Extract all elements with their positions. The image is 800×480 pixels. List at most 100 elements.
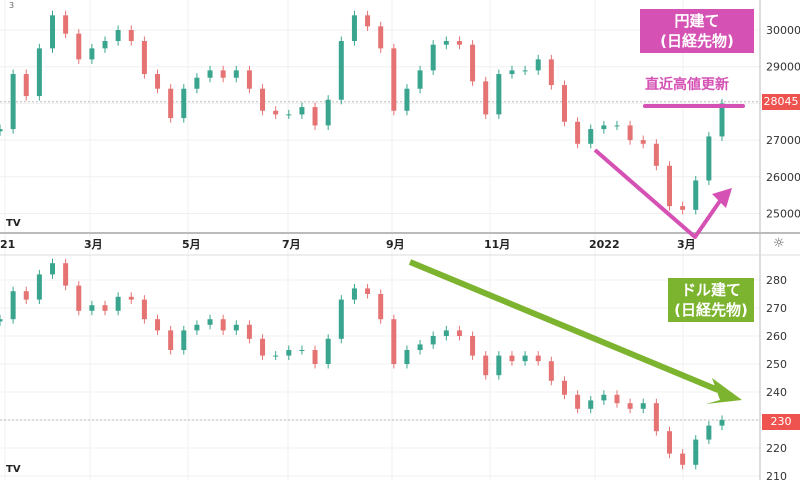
x-tick-label: 5月: [182, 238, 201, 251]
y-tick-label: 210: [766, 470, 787, 480]
candle-body: [246, 70, 252, 89]
candle-body: [260, 338, 266, 356]
candle-body: [443, 330, 449, 336]
x-tick-label: 3月: [84, 238, 103, 251]
y-tick-label: 27000: [766, 134, 800, 147]
candle-body: [312, 107, 318, 126]
candle-body: [338, 299, 344, 339]
candle-body: [115, 296, 121, 311]
candle-body: [666, 165, 672, 207]
candle-body: [63, 263, 69, 286]
candle-body: [561, 380, 567, 395]
candle-body: [640, 403, 646, 409]
candle-body: [680, 453, 686, 465]
candle-body: [23, 74, 29, 97]
x-tick-label: 11月: [484, 238, 510, 251]
yen-last-price-label: 28045: [762, 94, 800, 110]
y-tick-label: 29000: [766, 61, 800, 74]
y-tick-label: 270: [766, 302, 787, 315]
settings-gear-icon[interactable]: ☼: [773, 236, 785, 251]
candle-body: [36, 274, 42, 300]
candle-body: [575, 394, 581, 409]
candle-body: [299, 107, 305, 115]
candle-body: [666, 431, 672, 454]
candle-body: [233, 70, 239, 78]
candle-body: [181, 88, 187, 119]
candle-body: [470, 44, 476, 82]
candle-body: [430, 336, 436, 345]
downtrend-arrow: [408, 259, 720, 393]
v-arrow-head: [712, 188, 732, 208]
annotations: [408, 104, 745, 404]
grid: [0, 0, 760, 480]
candle-body: [404, 350, 410, 364]
top-left-marker: 3: [9, 1, 15, 10]
candle-body: [168, 330, 174, 350]
candles: [0, 10, 725, 470]
candle-body: [299, 350, 305, 351]
candle-body: [141, 41, 147, 75]
y-tick-label: 280: [766, 274, 787, 287]
candle-body: [680, 206, 686, 210]
candle-body: [286, 114, 292, 116]
candle-body: [115, 30, 121, 42]
recent-high-note: 直近高値更新: [645, 77, 729, 93]
candle-body: [693, 180, 699, 210]
candle-body: [653, 143, 659, 166]
candle-body: [653, 403, 659, 432]
candle-body: [141, 299, 147, 320]
candle-body: [365, 15, 371, 27]
usd-label-box: ドル建て (日経先物): [668, 278, 754, 322]
candle-body: [719, 103, 725, 137]
candle-body: [483, 355, 489, 376]
downtrend-arrow-head: [706, 378, 742, 404]
candle-body: [194, 324, 200, 331]
candle-body: [575, 121, 581, 144]
tradingview-logo-top: TV: [6, 218, 21, 229]
candle-body: [10, 74, 16, 130]
candle-body: [561, 85, 567, 122]
candle-body: [351, 15, 357, 42]
candle-body: [128, 30, 134, 42]
candle-body: [693, 439, 699, 465]
candle-body: [63, 15, 69, 34]
candle-body: [706, 425, 712, 440]
candle-body: [614, 394, 620, 404]
candle-body: [338, 41, 344, 100]
x-tick-label: 7月: [282, 238, 301, 251]
candle-body: [627, 125, 633, 141]
candle-body: [417, 344, 423, 350]
candle-body: [181, 330, 187, 350]
candle-body: [76, 285, 82, 311]
usd-last-price-label: 230: [762, 414, 800, 430]
candle-body: [430, 44, 436, 71]
candle-body: [601, 394, 607, 401]
candle-body: [535, 59, 541, 71]
yen-label-box: 円建て (日経先物): [640, 9, 754, 53]
candle-body: [89, 48, 95, 60]
candle-body: [535, 355, 541, 362]
candle-body: [207, 319, 213, 325]
candle-body: [220, 319, 226, 331]
tradingview-logo-bottom: TV: [6, 464, 21, 475]
y-tick-label: 26000: [766, 171, 800, 184]
y-tick-label: 30000: [766, 24, 800, 37]
x-tick-label: 2022: [589, 238, 620, 251]
candle-body: [496, 355, 502, 376]
candle-body: [128, 296, 134, 300]
y-tick-label: 250: [766, 358, 787, 371]
candle-body: [168, 88, 174, 119]
candle-body: [601, 125, 607, 130]
candle-body: [614, 125, 620, 127]
candle-body: [640, 140, 646, 144]
x-tick-label: 3月: [677, 238, 696, 251]
candle-body: [417, 70, 423, 89]
v-shape-arrow: [593, 148, 724, 239]
candle-body: [273, 355, 279, 357]
candle-body: [483, 81, 489, 115]
x-tick-label: 21: [0, 238, 15, 251]
candle-body: [10, 291, 16, 320]
candle-body: [509, 70, 515, 75]
candle-body: [286, 350, 292, 356]
